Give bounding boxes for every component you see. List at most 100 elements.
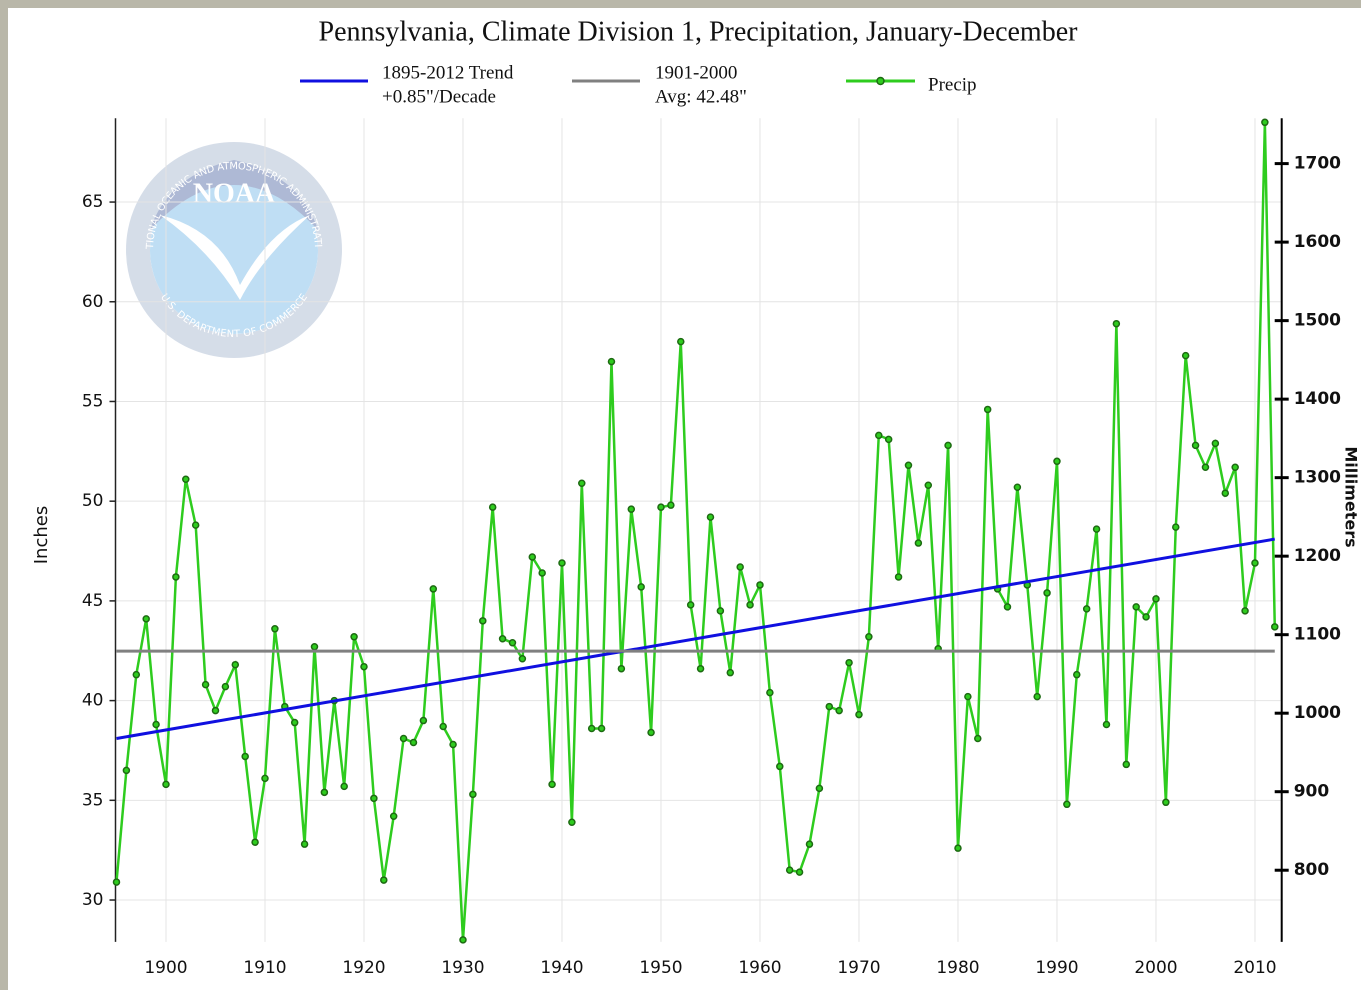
y2-tick-label: 1100 xyxy=(1294,625,1341,645)
data-point xyxy=(1063,800,1071,809)
y2-tick-label: 1700 xyxy=(1294,154,1341,174)
data-point xyxy=(439,722,447,731)
data-point xyxy=(964,692,972,701)
data-point xyxy=(1191,441,1200,450)
y-axis-label: Inches xyxy=(31,506,52,564)
logo-gull xyxy=(160,215,310,300)
legend-marker xyxy=(876,76,885,86)
data-point xyxy=(607,357,616,366)
data-point xyxy=(587,724,596,733)
y2-tick-label: 900 xyxy=(1294,782,1330,802)
data-point xyxy=(399,734,408,743)
series-line xyxy=(115,122,1277,940)
data-point xyxy=(488,503,497,511)
data-point xyxy=(409,738,418,747)
data-point xyxy=(310,643,319,651)
data-point xyxy=(954,844,962,852)
data-point xyxy=(290,718,299,727)
data-point xyxy=(845,658,853,667)
data-point xyxy=(261,774,269,783)
legend-label: Precip xyxy=(928,74,977,95)
data-point xyxy=(1231,463,1239,472)
data-point xyxy=(776,762,784,771)
x-tick-label: 1960 xyxy=(738,958,781,978)
x-tick-label: 2010 xyxy=(1233,958,1276,978)
legend-label: 1901-2000 xyxy=(655,62,737,83)
data-point xyxy=(548,780,556,789)
data-point xyxy=(518,654,527,663)
y-tick-label: 65 xyxy=(82,192,104,212)
data-point xyxy=(855,710,863,719)
data-point xyxy=(459,936,467,944)
data-point xyxy=(1211,439,1220,448)
data-point xyxy=(1181,351,1190,360)
data-point xyxy=(597,724,606,733)
data-point xyxy=(1172,523,1180,531)
data-point xyxy=(1221,489,1230,497)
data-point xyxy=(498,635,507,643)
data-point xyxy=(1132,603,1140,611)
data-point xyxy=(152,720,160,729)
legend-label: 1895-2012 Trend xyxy=(382,62,514,83)
data-point xyxy=(380,876,388,884)
x-tick-label: 1900 xyxy=(144,958,187,978)
logo-disc xyxy=(150,166,318,334)
data-point xyxy=(389,812,398,821)
data-point xyxy=(1082,605,1091,613)
data-point xyxy=(736,563,744,571)
y2-tick-label: 1600 xyxy=(1294,232,1341,252)
data-point xyxy=(172,573,180,581)
data-point xyxy=(617,664,626,673)
data-point xyxy=(191,521,200,529)
data-point xyxy=(924,481,933,489)
y-tick-label: 55 xyxy=(82,391,104,411)
data-point xyxy=(647,728,655,737)
x-tick-label: 1980 xyxy=(936,958,979,978)
y-tick-label: 35 xyxy=(82,790,104,810)
data-point xyxy=(805,840,814,848)
y-tick-label: 60 xyxy=(82,292,104,312)
series-line xyxy=(116,537,1276,740)
y2-tick-label: 1300 xyxy=(1294,468,1341,488)
data-point xyxy=(1152,595,1160,603)
y2-tick-label: 1500 xyxy=(1294,311,1341,331)
data-point xyxy=(558,559,566,567)
data-point xyxy=(122,766,131,775)
chart-title: Pennsylvania, Climate Division 1, Precip… xyxy=(319,16,1079,47)
data-point xyxy=(894,573,903,581)
data-point xyxy=(112,878,121,886)
data-point xyxy=(884,435,893,444)
x-tick-label: 1920 xyxy=(342,958,385,978)
data-point xyxy=(271,625,279,633)
data-point xyxy=(677,337,685,346)
y2-tick-label: 1200 xyxy=(1294,546,1341,566)
x-tick-label: 1990 xyxy=(1035,958,1078,978)
data-point xyxy=(370,794,378,803)
data-point xyxy=(1241,607,1249,615)
y-tick-label: 45 xyxy=(82,591,104,611)
y-tick-label: 50 xyxy=(82,491,104,511)
data-point xyxy=(221,682,230,691)
data-point xyxy=(538,569,546,577)
data-point xyxy=(746,601,754,609)
logo-text: NOAA xyxy=(193,178,276,209)
logo-top xyxy=(150,160,318,230)
data-point xyxy=(320,788,329,797)
data-point xyxy=(1053,457,1061,466)
data-point xyxy=(132,670,141,679)
data-point xyxy=(142,615,150,623)
data-point xyxy=(686,601,695,609)
data-point xyxy=(716,607,725,615)
data-point xyxy=(904,461,913,470)
data-point xyxy=(1043,589,1051,597)
y-tick-label: 40 xyxy=(82,691,104,711)
y-tick-label: 30 xyxy=(82,890,104,910)
data-point xyxy=(419,716,428,725)
data-point xyxy=(508,639,517,647)
data-point xyxy=(766,688,774,697)
logo-ring xyxy=(126,142,342,358)
legend-label: Avg: 42.48" xyxy=(655,86,747,107)
data-point xyxy=(795,868,804,876)
data-point xyxy=(1122,760,1131,769)
